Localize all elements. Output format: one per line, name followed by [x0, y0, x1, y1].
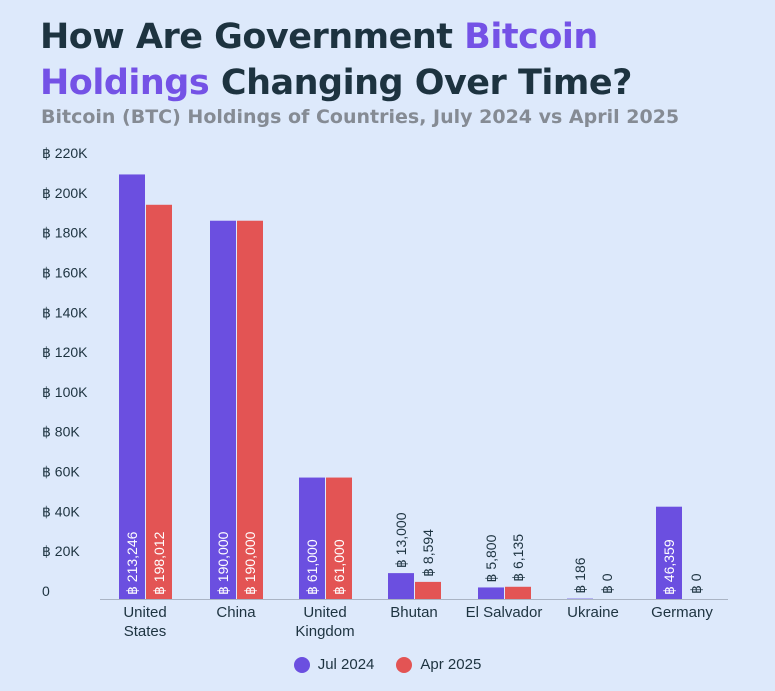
data-label-jul-1: ฿ 190,000: [215, 531, 231, 595]
data-label-jul-3: ฿ 13,000: [393, 512, 409, 568]
category-label-6-0: Germany: [651, 604, 713, 621]
data-label-jul-6: ฿ 46,359: [661, 539, 677, 595]
title-text-1: How Are Government: [40, 17, 465, 57]
title-highlight-2: Holdings: [40, 63, 210, 103]
bar-apr-4: [505, 586, 531, 599]
y-tick-label-8: ฿ 160K: [42, 264, 88, 280]
data-label-apr-4: ฿ 6,135: [510, 534, 526, 582]
y-tick-label-7: ฿ 140K: [42, 304, 88, 320]
chart-subtitle: Bitcoin (BTC) Holdings of Countries, Jul…: [41, 106, 680, 128]
legend-label-jul: Jul 2024: [317, 656, 375, 673]
bar-apr-0: [146, 204, 172, 599]
data-label-apr-0: ฿ 198,012: [151, 531, 167, 595]
y-tick-label-5: ฿ 100K: [42, 384, 88, 400]
y-tick-label-1: ฿ 20K: [42, 543, 80, 559]
category-label-2-1: Kingdom: [295, 623, 354, 640]
bar-apr-3: [415, 581, 441, 599]
bar-apr-2: [326, 477, 352, 599]
bar-jul-6: [656, 506, 682, 599]
legend-swatch-jul: [293, 656, 310, 673]
data-label-apr-5: ฿ 0: [599, 573, 615, 594]
bar-jul-2: [299, 477, 325, 599]
category-label-0-1: States: [124, 623, 167, 640]
title-highlight-1: Bitcoin: [464, 17, 598, 57]
legend-label-apr: Apr 2025: [420, 656, 482, 673]
bar-jul-1: [210, 220, 236, 599]
y-tick-label-11: ฿ 220K: [42, 145, 88, 161]
y-tick-label-9: ฿ 180K: [42, 225, 88, 241]
data-label-apr-6: ฿ 0: [688, 573, 704, 594]
bar-jul-4: [478, 587, 504, 599]
y-tick-label-2: ฿ 40K: [42, 503, 80, 519]
category-label-2-0: United: [303, 604, 346, 621]
category-label-3-0: Bhutan: [390, 604, 438, 621]
data-label-jul-4: ฿ 5,800: [483, 534, 499, 582]
y-tick-label-0: 0: [42, 583, 50, 599]
y-tick-label-3: ฿ 60K: [42, 464, 80, 480]
bar-jul-0: [119, 174, 145, 599]
chart-legend: Jul 2024 Apr 2025: [0, 656, 775, 673]
legend-swatch-apr: [396, 656, 413, 673]
title-text-2: Changing Over Time?: [209, 63, 632, 103]
bar-apr-1: [237, 220, 263, 599]
data-label-apr-1: ฿ 190,000: [242, 531, 258, 595]
y-tick-label-10: ฿ 200K: [42, 185, 88, 201]
y-tick-label-6: ฿ 120K: [42, 344, 88, 360]
category-label-5-0: Ukraine: [567, 604, 619, 621]
category-label-1-0: China: [216, 604, 256, 621]
bar-jul-3: [388, 573, 414, 599]
data-label-apr-3: ฿ 8,594: [420, 529, 436, 577]
y-tick-label-4: ฿ 80K: [42, 424, 80, 440]
category-label-0-0: United: [123, 604, 166, 621]
legend-item-jul: Jul 2024: [293, 656, 375, 673]
category-label-4-0: El Salvador: [466, 604, 543, 621]
data-label-jul-5: ฿ 186: [572, 557, 588, 593]
data-label-jul-2: ฿ 61,000: [304, 539, 320, 595]
legend-item-apr: Apr 2025: [396, 656, 481, 673]
chart-title: How Are Government Bitcoin Holdings Chang…: [40, 14, 632, 106]
data-label-jul-0: ฿ 213,246: [124, 531, 140, 595]
data-label-apr-2: ฿ 61,000: [331, 539, 347, 595]
